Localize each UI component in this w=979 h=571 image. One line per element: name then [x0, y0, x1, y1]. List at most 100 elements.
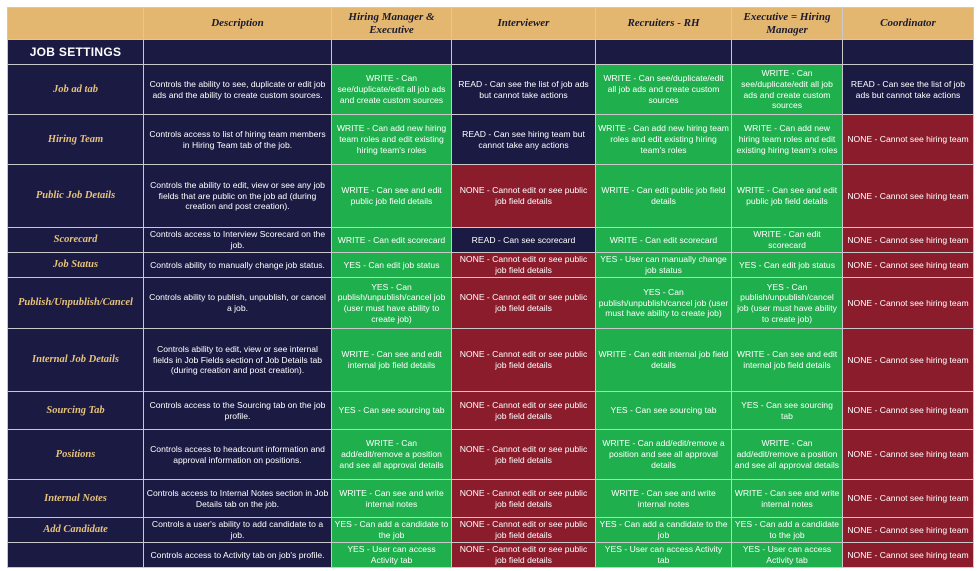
row-label: Sourcing Tab	[7, 391, 144, 430]
row-description: Controls access to headcount information…	[143, 429, 332, 480]
row-label	[7, 542, 144, 568]
permission-cell: READ - Can see scorecard	[451, 227, 596, 253]
permission-cell: YES - Can publish/unpublish/cancel job (…	[731, 277, 843, 329]
permission-cell: WRITE - Can see and edit public job fiel…	[731, 164, 843, 228]
header-hiring-manager-executive: Hiring Manager & Executive	[331, 7, 452, 40]
row-description: Controls access to list of hiring team m…	[143, 114, 332, 165]
permission-cell: NONE - Cannot see hiring team	[842, 517, 974, 543]
row-label: Job Status	[7, 252, 144, 278]
permissions-table: Description Hiring Manager & Executive I…	[7, 7, 974, 568]
permission-cell: YES - Can add a candidate to the job	[595, 517, 732, 543]
permission-cell: WRITE - Can edit scorecard	[595, 227, 732, 253]
row-label: Scorecard	[7, 227, 144, 253]
table-row: Internal Notes Controls access to Interna…	[7, 479, 974, 518]
row-description: Controls ability to manually change job …	[143, 252, 332, 278]
section-blank-cell	[331, 39, 452, 65]
section-blank-cell	[842, 39, 974, 65]
permission-cell: WRITE - Can add new hiring team roles an…	[331, 114, 452, 165]
permission-cell: NONE - Cannot edit or see public job fie…	[451, 164, 596, 228]
section-title: JOB SETTINGS	[7, 39, 144, 65]
permission-cell: NONE - Cannot edit or see public job fie…	[451, 277, 596, 329]
permission-cell: YES - User can access Activity tab	[595, 542, 732, 568]
header-executive-hiring-manager: Executive = Hiring Manager	[731, 7, 843, 40]
permission-cell: WRITE - Can see/duplicate/edit all job a…	[331, 64, 452, 115]
row-description: Controls access to the Sourcing tab on t…	[143, 391, 332, 430]
permission-cell: READ - Can see hiring team but cannot ta…	[451, 114, 596, 165]
permission-cell: WRITE - Can see/duplicate/edit all job a…	[595, 64, 732, 115]
permission-cell: WRITE - Can add new hiring team roles an…	[731, 114, 843, 165]
row-label: Public Job Details	[7, 164, 144, 228]
permission-cell: NONE - Cannot see hiring team	[842, 227, 974, 253]
row-label: Internal Job Details	[7, 328, 144, 392]
permission-cell: NONE - Cannot edit or see public job fie…	[451, 542, 596, 568]
permission-cell: NONE - Cannot see hiring team	[842, 479, 974, 518]
table-row: Sourcing Tab Controls access to the Sourc…	[7, 391, 974, 430]
permission-cell: NONE - Cannot see hiring team	[842, 391, 974, 430]
permission-cell: YES - User can manually change job statu…	[595, 252, 732, 278]
row-description: Controls access to Internal Notes sectio…	[143, 479, 332, 518]
permission-cell: YES - User can access Activity tab	[731, 542, 843, 568]
table-row: Scorecard Controls access to Interview Sc…	[7, 227, 974, 253]
permission-cell: YES - Can publish/unpublish/cancel job (…	[331, 277, 452, 329]
permission-cell: NONE - Cannot see hiring team	[842, 114, 974, 165]
table-row: Positions Controls access to headcount in…	[7, 429, 974, 480]
permission-cell: YES - Can edit job status	[731, 252, 843, 278]
permission-cell: WRITE - Can see/duplicate/edit all job a…	[731, 64, 843, 115]
table-row: Add Candidate Controls a user's ability t…	[7, 517, 974, 543]
permission-cell: YES - User can access Activity tab	[331, 542, 452, 568]
table-row: Public Job Details Controls the ability t…	[7, 164, 974, 228]
permission-cell: YES - Can publish/unpublish/cancel job (…	[595, 277, 732, 329]
permission-cell: YES - Can edit job status	[331, 252, 452, 278]
row-description: Controls the ability to see, duplicate o…	[143, 64, 332, 115]
permission-cell: NONE - Cannot see hiring team	[842, 252, 974, 278]
permission-cell: NONE - Cannot edit or see public job fie…	[451, 391, 596, 430]
permission-cell: NONE - Cannot edit or see public job fie…	[451, 429, 596, 480]
row-description: Controls the ability to edit, view or se…	[143, 164, 332, 228]
section-blank-cell	[731, 39, 843, 65]
table-row: Controls access to Activity tab on job's…	[7, 542, 974, 568]
permission-cell: READ - Can see the list of job ads but c…	[451, 64, 596, 115]
table-row: Job Status Controls ability to manually c…	[7, 252, 974, 278]
row-description: Controls ability to publish, unpublish, …	[143, 277, 332, 329]
header-row: Description Hiring Manager & Executive I…	[7, 7, 974, 40]
permission-cell: WRITE - Can add/edit/remove a position a…	[595, 429, 732, 480]
permission-cell: NONE - Cannot see hiring team	[842, 328, 974, 392]
row-label: Add Candidate	[7, 517, 144, 543]
section-blank-cell	[595, 39, 732, 65]
header-coordinator: Coordinator	[842, 7, 974, 40]
permission-cell: WRITE - Can see and edit internal job fi…	[331, 328, 452, 392]
section-blank-cell	[143, 39, 332, 65]
permission-cell: NONE - Cannot edit or see public job fie…	[451, 517, 596, 543]
permission-cell: WRITE - Can see and edit public job fiel…	[331, 164, 452, 228]
row-description: Controls access to Activity tab on job's…	[143, 542, 332, 568]
permission-cell: YES - Can see sourcing tab	[595, 391, 732, 430]
permission-cell: WRITE - Can see and write internal notes	[331, 479, 452, 518]
table-row: Internal Job Details Controls ability to …	[7, 328, 974, 392]
permission-cell: WRITE - Can see and write internal notes	[731, 479, 843, 518]
row-label: Internal Notes	[7, 479, 144, 518]
table-row: Publish/Unpublish/Cancel Controls ability…	[7, 277, 974, 329]
permission-cell: NONE - Cannot edit or see public job fie…	[451, 479, 596, 518]
row-description: Controls a user's ability to add candida…	[143, 517, 332, 543]
permission-cell: WRITE - Can edit public job field detail…	[595, 164, 732, 228]
permission-cell: WRITE - Can add/edit/remove a position a…	[731, 429, 843, 480]
row-description: Controls access to Interview Scorecard o…	[143, 227, 332, 253]
table-row: Job ad tab Controls the ability to see, d…	[7, 64, 974, 115]
permission-cell: WRITE - Can add new hiring team roles an…	[595, 114, 732, 165]
permission-cell: WRITE - Can edit internal job field deta…	[595, 328, 732, 392]
permission-cell: WRITE - Can see and write internal notes	[595, 479, 732, 518]
permission-cell: YES - Can add a candidate to the job	[331, 517, 452, 543]
permission-cell: WRITE - Can add/edit/remove a position a…	[331, 429, 452, 480]
header-description: Description	[143, 7, 332, 40]
row-label: Publish/Unpublish/Cancel	[7, 277, 144, 329]
permissions-table-container: Description Hiring Manager & Executive I…	[7, 7, 974, 568]
header-interviewer: Interviewer	[451, 7, 596, 40]
row-label: Job ad tab	[7, 64, 144, 115]
permission-cell: NONE - Cannot see hiring team	[842, 277, 974, 329]
table-body: JOB SETTINGS Job ad tab Controls the abil…	[7, 39, 974, 568]
permission-cell: NONE - Cannot edit or see public job fie…	[451, 252, 596, 278]
permission-cell: YES - Can see sourcing tab	[331, 391, 452, 430]
permission-cell: WRITE - Can see and edit internal job fi…	[731, 328, 843, 392]
permission-cell: NONE - Cannot see hiring team	[842, 542, 974, 568]
header-recruiters: Recruiters - RH	[595, 7, 732, 40]
